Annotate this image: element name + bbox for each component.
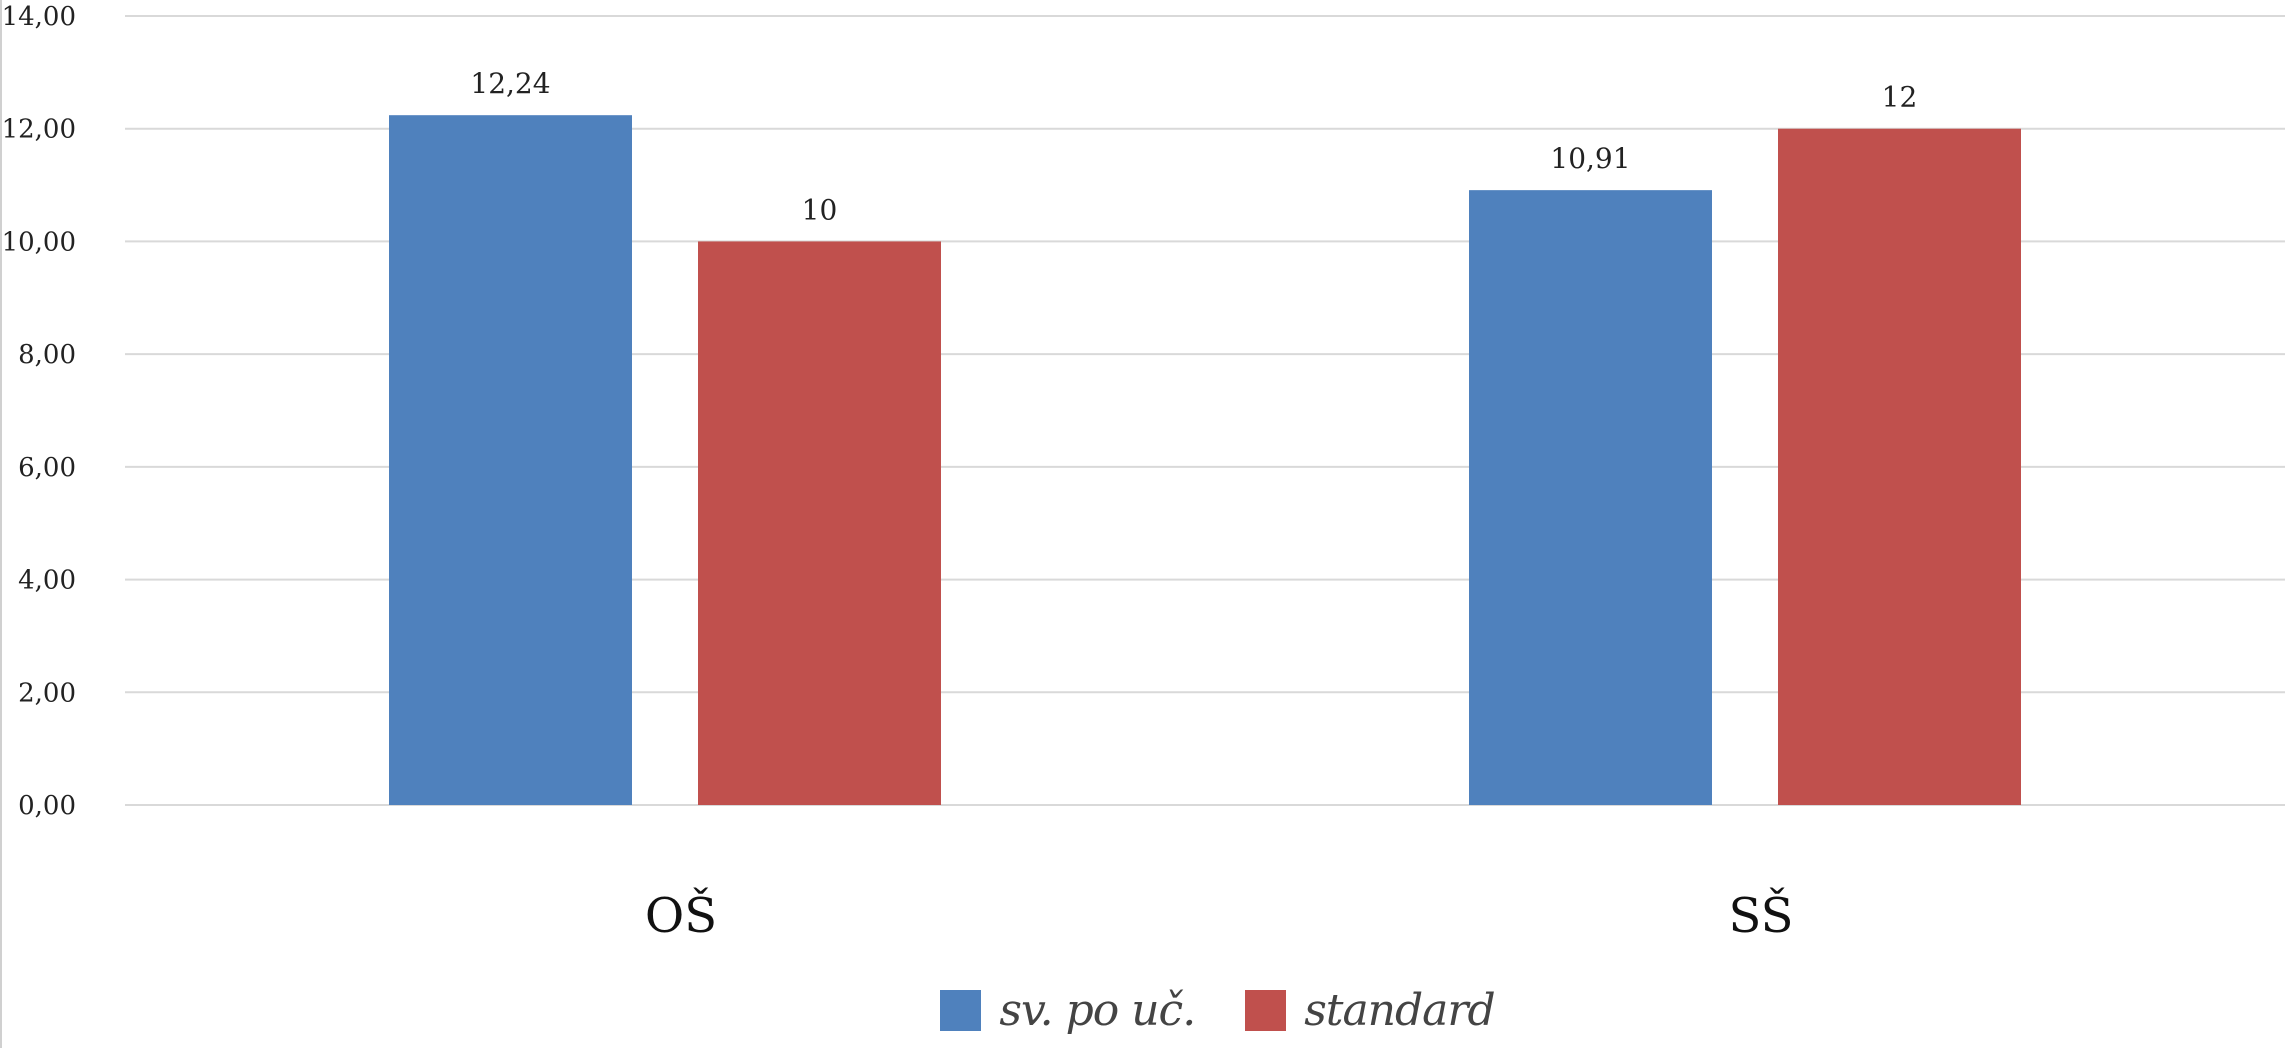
y-tick-label: 12,00 [2,115,76,145]
data-label: 10 [802,193,838,226]
legend: sv. po uč. standard [0,985,2285,1036]
data-label: 12,24 [470,67,550,100]
legend-swatch-series-2 [1245,990,1287,1031]
y-tick-label: 0,00 [18,791,76,821]
legend-item-series-2: standard [1245,985,1496,1036]
legend-item-series-1: sv. po uč. [940,985,1196,1036]
bar-series-2-category-1 [698,241,941,805]
bar-series-2-category-2 [1778,128,2021,805]
legend-label-series-1: sv. po uč. [999,985,1196,1036]
x-category-label: OŠ [645,886,717,944]
y-tick-label: 10,00 [2,227,76,257]
bar-series-1-category-2 [1469,190,1712,806]
y-tick-label: 8,00 [18,340,76,370]
y-tick-label: 4,00 [18,566,76,596]
chart-frame-edge [0,0,2,1048]
bar-series-1-category-1 [389,115,632,805]
legend-swatch-series-1 [940,990,982,1031]
data-label: 10,91 [1550,142,1630,175]
y-tick-label: 2,00 [18,678,76,708]
legend-label-series-2: standard [1304,985,1495,1036]
y-tick-label: 14,00 [2,2,76,32]
data-label: 12 [1882,81,1918,114]
y-tick-label: 6,00 [18,453,76,483]
x-category-label: SŠ [1729,886,1794,944]
